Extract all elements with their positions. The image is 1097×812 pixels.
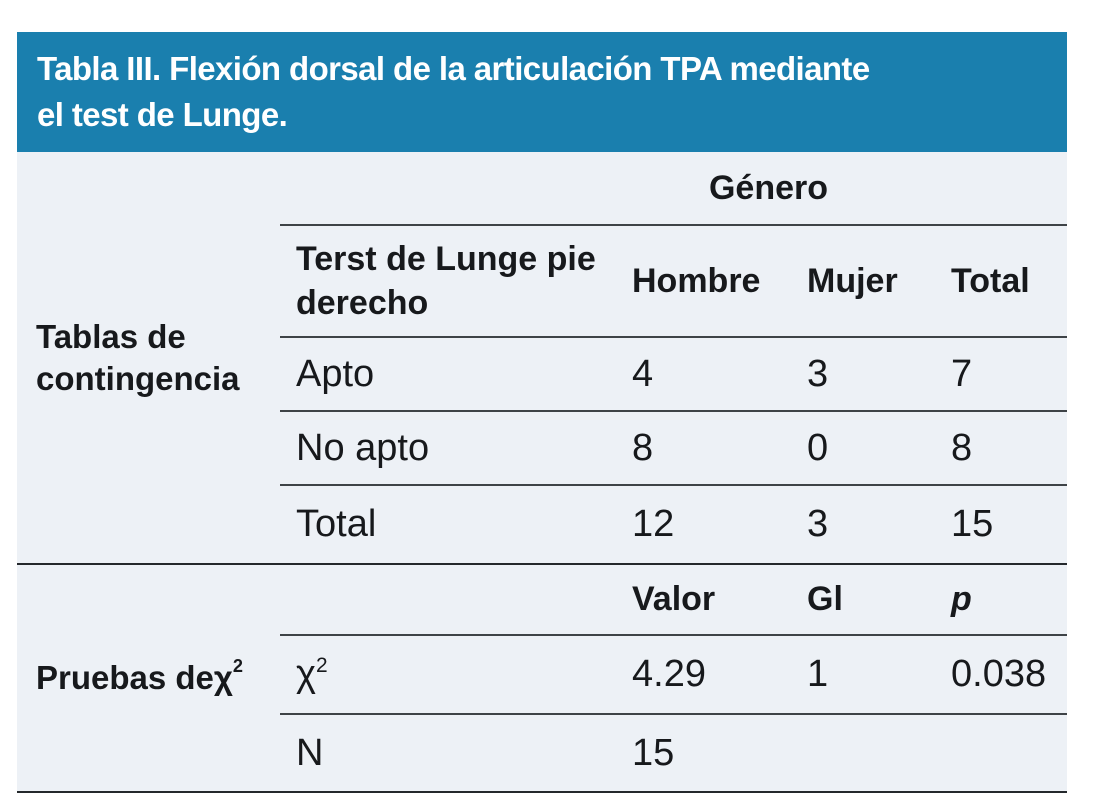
col-header-gl: Gl — [807, 580, 843, 618]
row-label-total: Total — [296, 503, 377, 545]
col-header-total: Total — [951, 261, 1030, 300]
chi-superscript: 2 — [232, 656, 244, 677]
chi-content: Valor Gl p χ2 4.29 1 0.038 N 15 — [280, 565, 1067, 791]
col-header-hombre: Hombre — [632, 261, 761, 300]
table-row-no-apto: No apto 8 0 8 — [280, 412, 1067, 486]
section-contingency: Tablas de contingencia Género Terst de L… — [17, 152, 1067, 563]
row-label-no-apto: No apto — [296, 426, 430, 469]
cell-no-apto-hombre: 8 — [632, 426, 654, 469]
cell-total-mujer: 3 — [807, 503, 829, 545]
col-header-mujer: Mujer — [807, 261, 898, 300]
pruebas-label-text: Pruebas de — [36, 659, 214, 696]
table-title-line1: Tabla III. Flexión dorsal de la articula… — [37, 50, 870, 87]
table-title-line2: el test de Lunge. — [37, 96, 288, 133]
cell-chi-valor: 4.29 — [632, 653, 706, 695]
contingency-column-header-row: Terst de Lunge pie derecho Hombre Mujer … — [280, 226, 1067, 338]
col-header-p: p — [951, 580, 972, 618]
row-label-n: N — [296, 731, 324, 774]
cell-apto-mujer: 3 — [807, 352, 829, 395]
table-title-bar: Tabla III. Flexión dorsal de la articula… — [17, 32, 1067, 152]
genero-group-header: Género — [708, 168, 829, 207]
col-header-test-lunge: Terst de Lunge pie derecho — [296, 240, 596, 322]
cell-total-hombre: 12 — [632, 503, 675, 545]
table-row-apto: Apto 4 3 7 — [280, 338, 1067, 412]
cell-no-apto-total: 8 — [951, 426, 973, 469]
chi-symbol: χ — [213, 659, 233, 696]
table-row-total: Total 12 3 15 — [280, 486, 1067, 563]
chi-row-superscript: 2 — [315, 654, 328, 678]
cell-no-apto-mujer: 0 — [807, 426, 829, 469]
table-card: Tabla III. Flexión dorsal de la articula… — [17, 32, 1067, 793]
genero-header-row: Género — [280, 152, 1067, 226]
contingency-content: Género Terst de Lunge pie derecho Hombre… — [280, 152, 1067, 563]
row-label-chi-square: χ2 — [280, 653, 628, 696]
table-row-n: N 15 — [280, 715, 1067, 791]
cell-chi-gl: 1 — [807, 653, 829, 695]
cell-apto-hombre: 4 — [632, 352, 654, 395]
cell-apto-total: 7 — [951, 352, 973, 395]
col-header-valor: Valor — [632, 580, 716, 618]
table-row-chi-square: χ2 4.29 1 0.038 — [280, 636, 1067, 715]
chi-column-header-row: Valor Gl p — [280, 565, 1067, 636]
table-body: Tablas de contingencia Género Terst de L… — [17, 152, 1067, 793]
row-label-apto: Apto — [296, 352, 375, 395]
cell-chi-p: 0.038 — [951, 653, 1047, 695]
section-label-contingency: Tablas de contingencia — [36, 317, 240, 397]
cell-total-total: 15 — [951, 503, 994, 545]
cell-n-valor: 15 — [632, 731, 675, 774]
chi-row-symbol: χ — [296, 653, 316, 695]
